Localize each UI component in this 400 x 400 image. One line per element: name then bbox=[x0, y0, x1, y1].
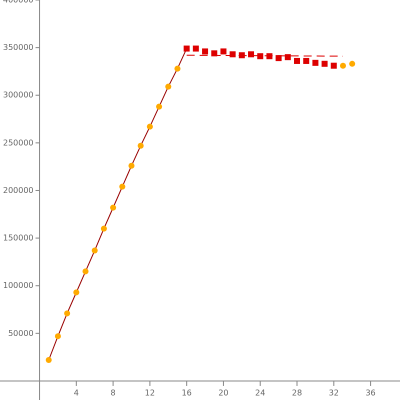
point bbox=[73, 289, 80, 296]
point bbox=[119, 183, 126, 190]
x-tick-label: 12 bbox=[145, 388, 155, 397]
y-tick-label: 250000 bbox=[3, 138, 34, 147]
point bbox=[211, 50, 218, 57]
x-tick-label: 4 bbox=[74, 388, 79, 397]
point bbox=[100, 225, 107, 232]
x-tick-label: 28 bbox=[292, 388, 302, 397]
point bbox=[229, 51, 236, 58]
point bbox=[192, 45, 199, 52]
x-tick-label: 16 bbox=[182, 388, 192, 397]
point bbox=[82, 268, 89, 275]
x-tick-label: 24 bbox=[255, 388, 265, 397]
point bbox=[321, 60, 328, 67]
point bbox=[54, 333, 61, 340]
x-tick-label: 20 bbox=[218, 388, 228, 397]
point bbox=[183, 45, 190, 52]
y-tick-label: 350000 bbox=[3, 43, 34, 52]
point bbox=[339, 62, 346, 69]
point bbox=[156, 103, 163, 110]
line bbox=[48, 48, 188, 361]
point bbox=[312, 59, 319, 66]
point bbox=[110, 204, 117, 211]
y-tick-label: 50000 bbox=[8, 329, 33, 338]
y-tick-label: 100000 bbox=[3, 281, 34, 290]
point bbox=[349, 60, 356, 67]
point bbox=[91, 247, 98, 254]
point bbox=[45, 357, 52, 363]
point bbox=[165, 83, 172, 90]
point bbox=[174, 65, 181, 72]
point bbox=[294, 57, 301, 64]
point bbox=[137, 142, 144, 149]
x-tick-label: 36 bbox=[365, 388, 375, 397]
y-tick-label: 300000 bbox=[3, 91, 34, 100]
y-tick-label: 200000 bbox=[3, 186, 34, 195]
point bbox=[128, 162, 135, 169]
point bbox=[64, 310, 71, 317]
x-tick-label: 32 bbox=[329, 388, 339, 397]
point bbox=[275, 55, 282, 62]
point bbox=[238, 52, 245, 59]
point bbox=[248, 51, 255, 58]
point bbox=[257, 53, 264, 60]
point bbox=[266, 53, 273, 60]
y-tick-label: 400000 bbox=[3, 0, 34, 5]
point bbox=[202, 48, 209, 55]
dashed-line bbox=[186, 54, 343, 57]
point bbox=[330, 62, 337, 69]
y-tick-label: 150000 bbox=[3, 234, 34, 243]
point bbox=[303, 57, 310, 64]
point bbox=[146, 123, 153, 130]
point bbox=[284, 54, 291, 61]
point bbox=[220, 48, 227, 55]
x-tick-label: 8 bbox=[111, 388, 116, 397]
